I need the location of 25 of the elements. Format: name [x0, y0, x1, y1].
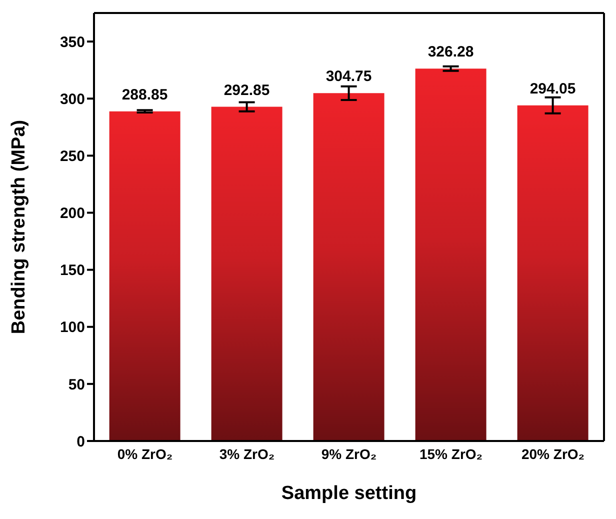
y-tick-label: 50 [68, 376, 85, 394]
y-tick-label: 0 [76, 433, 85, 450]
x-tick-label: 0% ZrO₂ [117, 446, 173, 462]
bar [415, 68, 486, 441]
data-label: 326.28 [428, 44, 474, 61]
y-tick-label: 250 [60, 148, 85, 165]
bar [313, 93, 384, 441]
y-tick-label: 150 [60, 262, 85, 280]
y-tick-label: 300 [60, 90, 85, 108]
bar [517, 105, 588, 441]
x-tick-label: 15% ZrO₂ [419, 446, 483, 462]
bar [109, 111, 180, 441]
y-tick-label: 200 [60, 205, 85, 222]
x-tick-label: 3% ZrO₂ [219, 446, 275, 462]
x-tick-label: 20% ZrO₂ [521, 446, 585, 462]
y-axis-title: Bending strength (MPa) [8, 120, 30, 334]
x-tick-label: 9% ZrO₂ [321, 446, 377, 462]
bar [211, 106, 282, 441]
data-label: 304.75 [326, 68, 372, 86]
data-label: 288.85 [122, 86, 168, 104]
data-label: 294.05 [530, 80, 576, 98]
y-tick-label: 100 [60, 319, 85, 336]
y-tick-label: 350 [60, 34, 85, 51]
data-label: 292.85 [224, 82, 270, 99]
x-axis-title: Sample setting [281, 483, 417, 504]
